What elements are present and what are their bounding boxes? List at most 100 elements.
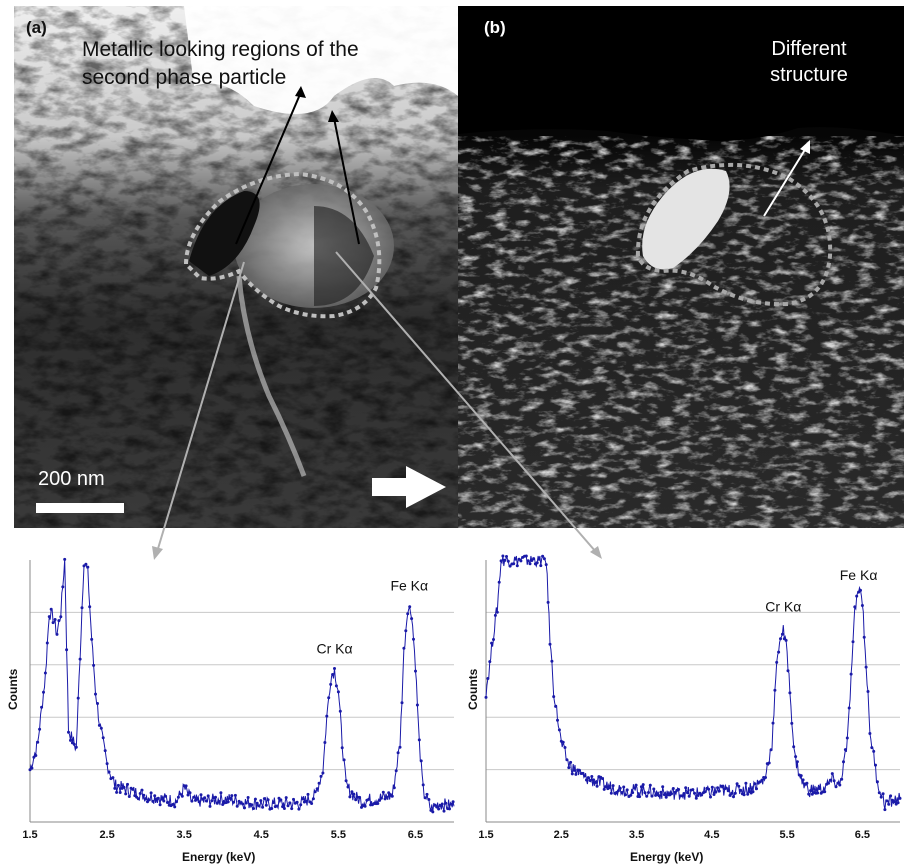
spectrum-point (887, 802, 891, 806)
spectrum-point (358, 795, 362, 799)
spectrum-point (301, 797, 304, 801)
spectrum-point (845, 736, 849, 740)
spectrum-point (423, 796, 427, 800)
spectrum-point (333, 667, 336, 670)
spectrum-point (554, 704, 558, 708)
spectrum-point (387, 791, 391, 795)
spectrum-point (855, 594, 859, 598)
spectrum-point (390, 794, 394, 798)
spectrum-point (96, 702, 99, 705)
spectrum-point (49, 607, 53, 611)
spectrum-point (694, 796, 698, 800)
spectrum-point (501, 554, 505, 558)
spectrum-point (350, 790, 354, 794)
spectrum-point (892, 800, 896, 804)
bright-particle (642, 168, 730, 270)
spectrum-point (625, 788, 629, 792)
spectrum-point (140, 788, 144, 792)
spectrum-point (354, 798, 358, 802)
spectrum-point (244, 801, 248, 805)
spectrum-point (266, 798, 270, 802)
spectrum-point (144, 797, 148, 801)
spectrum-point (864, 665, 868, 669)
x-axis-label: Energy (keV) (182, 850, 256, 864)
spectrum-point (131, 787, 135, 791)
spectrum-point (641, 783, 645, 787)
spectrum-point (616, 789, 620, 793)
spectrum-point (737, 784, 741, 788)
spectrum-point (760, 778, 764, 782)
spectrum-point (84, 562, 88, 566)
spectrum-point (870, 746, 874, 750)
spectrum-point (136, 797, 140, 801)
spectrum-point (116, 783, 120, 787)
spectrum-point (788, 691, 792, 695)
x-tick-label: 6.5 (408, 829, 423, 841)
spectrum-point (255, 801, 259, 805)
spectrum-point (42, 690, 45, 694)
spectrum-point (733, 791, 737, 795)
spectrum-point (492, 638, 495, 641)
spectrum-point (164, 794, 168, 798)
spectrum-point (889, 794, 893, 798)
spectrum-point (412, 637, 415, 641)
spectrum-point (563, 746, 567, 749)
spectrum-point (235, 804, 239, 808)
spectrum-point (648, 783, 652, 787)
spectrum-point (842, 760, 845, 764)
spectrum-point (673, 790, 677, 794)
spectrum-point (315, 787, 319, 791)
spectrum-point (47, 615, 51, 619)
spectrum-point (203, 796, 207, 800)
spectrum-point (40, 705, 44, 709)
spectrum-point (210, 799, 214, 803)
x-tick-label: 4.5 (254, 829, 269, 841)
spectrum-point (146, 800, 149, 804)
spectrum-point (338, 709, 342, 713)
spectrum-point (710, 785, 714, 789)
spectrum-point (272, 801, 275, 804)
spectrum-point (173, 805, 177, 809)
spectrum-point (687, 794, 691, 798)
spectrum-point (86, 565, 90, 569)
spectrum-point (866, 690, 870, 693)
spectrum-point (624, 793, 627, 797)
spectrum-point (771, 721, 775, 725)
spectrum-point (836, 781, 840, 785)
spectrum-point (99, 726, 103, 730)
spectrum-point (94, 692, 97, 696)
x-tick-label: 2.5 (554, 829, 569, 841)
spectrum-point (101, 736, 105, 740)
spectrum-point (346, 785, 350, 789)
spectrum-point (574, 772, 578, 776)
spectrum-point (149, 791, 153, 795)
spectrum-point (784, 638, 788, 642)
spectrum-point (643, 791, 647, 795)
spectrum-right-plot: 1.5 2.5 3.5 4.5 5.5 6.5 Cr Kα Fe Kα (478, 554, 902, 841)
spectrum-point (881, 792, 885, 796)
spectrum-point (565, 758, 569, 762)
spectrum-point (437, 807, 441, 811)
spectrum-point (883, 808, 887, 812)
spectrum-point (809, 789, 813, 793)
spectrum-point (69, 738, 72, 742)
spectrum-point (404, 629, 408, 633)
spectrum-point (59, 615, 63, 619)
spectrum-point (257, 804, 261, 808)
spectrum-point (664, 795, 668, 799)
spectrum-point (877, 791, 881, 795)
spectrum-point (595, 784, 599, 788)
arrow-line (333, 117, 360, 245)
spectrum-point (868, 732, 872, 735)
spectrum-point (860, 604, 864, 607)
scale-bar (36, 503, 124, 513)
eds-spectrum-left: 1.5 2.5 3.5 4.5 5.5 6.5 Cr Kα Fe Kα Counts Ener… (0, 556, 456, 867)
spectrum-point (425, 792, 429, 796)
spectrum-point (746, 792, 750, 796)
spectrum-point (546, 600, 550, 604)
spectrum-point (526, 559, 530, 563)
x-axis-label: Energy (keV) (630, 850, 704, 864)
spectrum-point (544, 563, 548, 567)
spectrum-point (190, 799, 194, 803)
spectrum-point (158, 803, 162, 807)
